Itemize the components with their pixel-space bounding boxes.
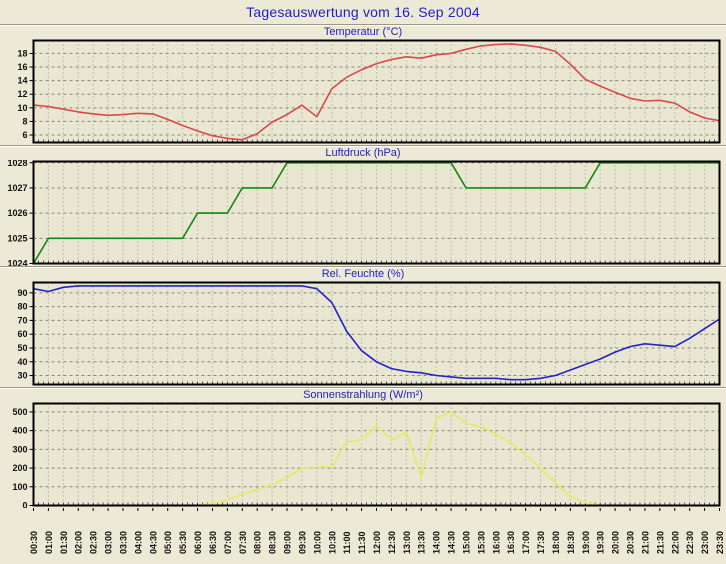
svg-text:200: 200 [12, 463, 27, 473]
svg-text:21:30: 21:30 [655, 531, 665, 554]
svg-text:20:30: 20:30 [626, 531, 636, 554]
chart-section-temperatur: Temperatur (°C) 6 8 10 12 14 16 18 [0, 26, 726, 145]
svg-text:06:00: 06:00 [193, 531, 203, 554]
chart-title-luftdruck: Luftdruck (hPa) [325, 147, 401, 159]
svg-text:18:30: 18:30 [566, 531, 576, 554]
svg-text:22:00: 22:00 [670, 531, 680, 554]
svg-text:20:00: 20:00 [611, 531, 621, 554]
svg-text:23:00: 23:00 [700, 531, 710, 554]
svg-text:90: 90 [17, 288, 27, 298]
svg-text:08:30: 08:30 [268, 531, 278, 554]
svg-text:1028: 1028 [7, 160, 27, 168]
svg-text:0: 0 [22, 501, 27, 509]
svg-text:01:30: 01:30 [59, 531, 69, 554]
svg-text:14:30: 14:30 [447, 531, 457, 554]
svg-text:03:30: 03:30 [118, 531, 128, 554]
svg-text:04:00: 04:00 [133, 531, 143, 554]
svg-text:16:00: 16:00 [491, 531, 501, 554]
svg-text:1025: 1025 [7, 233, 27, 243]
svg-text:21:00: 21:00 [640, 531, 650, 554]
svg-text:04:30: 04:30 [148, 531, 158, 554]
section-divider [0, 266, 726, 268]
svg-text:11:30: 11:30 [357, 531, 367, 554]
svg-text:06:30: 06:30 [208, 531, 218, 554]
chart-title-temperatur: Temperatur (°C) [323, 26, 403, 38]
svg-text:10:00: 10:00 [312, 531, 322, 554]
svg-text:13:00: 13:00 [402, 531, 412, 554]
svg-text:14:00: 14:00 [432, 531, 442, 554]
svg-text:30: 30 [17, 371, 27, 381]
chart-title-feuchte: Rel. Feuchte (%) [321, 268, 405, 280]
chart-section-luftdruck: Luftdruck (hPa) 1024 1025 1026 1027 1028 [0, 147, 726, 266]
svg-text:18: 18 [17, 48, 27, 58]
svg-text:22:30: 22:30 [685, 531, 695, 554]
svg-text:08:00: 08:00 [253, 531, 263, 554]
section-divider [0, 387, 726, 389]
section-divider [0, 145, 726, 147]
svg-text:40: 40 [17, 357, 27, 367]
svg-text:01:00: 01:00 [44, 531, 54, 554]
svg-text:13:30: 13:30 [417, 531, 427, 554]
svg-text:03:00: 03:00 [104, 531, 114, 554]
svg-text:12:00: 12:00 [372, 531, 382, 554]
svg-text:23:30: 23:30 [715, 531, 725, 554]
x-axis-time-labels: 00:30 01:00 01:30 02:00 02:30 03:00 03:30 04:00… [29, 508, 725, 554]
svg-text:07:00: 07:00 [223, 531, 233, 554]
svg-text:1026: 1026 [7, 208, 27, 218]
svg-text:8: 8 [22, 116, 27, 126]
chart-section-sonnenstrahlung: Sonnenstrahlung (W/m²) 0 100 200 300 400 500 [0, 389, 726, 508]
svg-text:300: 300 [12, 444, 27, 454]
header-divider [0, 24, 726, 26]
svg-text:10: 10 [17, 103, 27, 113]
svg-text:1027: 1027 [7, 183, 27, 193]
svg-text:10:30: 10:30 [327, 531, 337, 554]
luftdruck-chart-plot: 1024 1025 1026 1027 1028 [7, 160, 721, 267]
chart-section-feuchte: Rel. Feuchte (%) 30 40 50 60 70 80 90 [0, 268, 726, 387]
page-title: Tagesauswertung vom 16. Sep 2004 [246, 4, 480, 20]
svg-text:17:00: 17:00 [521, 531, 531, 554]
svg-text:18:00: 18:00 [551, 531, 561, 554]
sonnenstrahlung-chart-plot: 0 100 200 300 400 500 [12, 402, 721, 509]
svg-text:00:30: 00:30 [29, 531, 39, 554]
svg-text:12:30: 12:30 [387, 531, 397, 554]
svg-text:15:00: 15:00 [461, 531, 471, 554]
feuchte-chart-plot: 30 40 50 60 70 80 90 [17, 281, 721, 386]
svg-text:16:30: 16:30 [506, 531, 516, 554]
svg-text:19:00: 19:00 [581, 531, 591, 554]
svg-text:60: 60 [17, 329, 27, 339]
svg-text:15:30: 15:30 [476, 531, 486, 554]
svg-text:1024: 1024 [7, 259, 27, 267]
svg-text:19:30: 19:30 [596, 531, 606, 554]
svg-text:09:00: 09:00 [283, 531, 293, 554]
svg-text:70: 70 [17, 315, 27, 325]
svg-text:16: 16 [17, 62, 27, 72]
svg-text:400: 400 [12, 426, 27, 436]
svg-text:09:30: 09:30 [297, 531, 307, 554]
svg-text:17:30: 17:30 [536, 531, 546, 554]
temperatur-chart-plot: 6 8 10 12 14 16 18 [17, 39, 721, 144]
svg-text:07:30: 07:30 [238, 531, 248, 554]
svg-text:02:30: 02:30 [89, 531, 99, 554]
page-header: Tagesauswertung vom 16. Sep 2004 [0, 0, 726, 24]
svg-text:80: 80 [17, 302, 27, 312]
svg-text:500: 500 [12, 407, 27, 417]
svg-text:14: 14 [17, 76, 27, 86]
svg-text:50: 50 [17, 343, 27, 353]
svg-text:11:00: 11:00 [342, 531, 352, 554]
chart-title-sonnenstrahlung: Sonnenstrahlung (W/m²) [303, 389, 423, 401]
svg-text:12: 12 [17, 89, 27, 99]
svg-text:05:00: 05:00 [163, 531, 173, 554]
svg-text:05:30: 05:30 [178, 531, 188, 554]
svg-text:100: 100 [12, 482, 27, 492]
svg-text:02:00: 02:00 [74, 531, 84, 554]
svg-text:6: 6 [22, 130, 27, 140]
